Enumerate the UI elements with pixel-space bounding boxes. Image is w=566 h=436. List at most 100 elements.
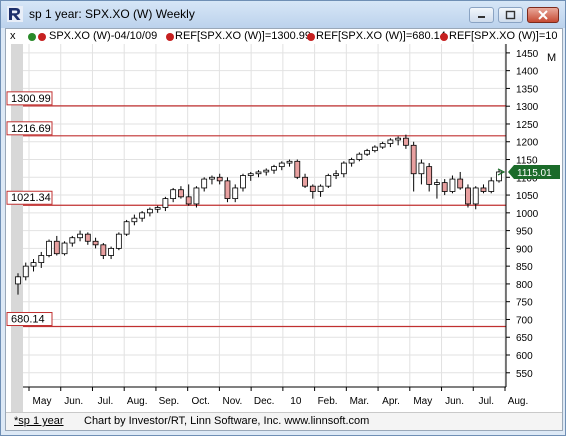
candle-up bbox=[356, 153, 363, 160]
legend-ref1[interactable]: REF[SPX.XO (W)]=1300.99 bbox=[175, 30, 312, 42]
candle-down bbox=[426, 166, 433, 185]
candle-down bbox=[410, 144, 417, 175]
candle-down bbox=[309, 185, 316, 192]
x-tick-label: Feb. bbox=[318, 396, 338, 407]
candle-up bbox=[395, 137, 402, 141]
candle-up bbox=[193, 187, 200, 205]
window-title: sp 1 year: SPX.XO (W) Weekly bbox=[29, 7, 195, 21]
candle-up bbox=[325, 175, 332, 187]
y-tick-label: 1000 bbox=[516, 209, 539, 220]
candle-up bbox=[69, 237, 76, 244]
x-tick-label: 10 bbox=[290, 396, 302, 407]
y-tick-label: 800 bbox=[516, 280, 533, 291]
price-chart[interactable]: 1300.99 1216.69 1021.34 680.14 550 600 650 700… bbox=[6, 44, 562, 412]
candle-down bbox=[224, 180, 231, 200]
price-axis: 5506006507007508008509009501000105011001… bbox=[497, 49, 560, 380]
candle-down bbox=[53, 240, 60, 255]
candle-up bbox=[38, 255, 45, 263]
candle-up bbox=[364, 150, 371, 155]
candle-up bbox=[240, 175, 246, 189]
candle-down bbox=[302, 176, 308, 187]
candle-up bbox=[123, 221, 130, 235]
reference-label: 1021.34 bbox=[11, 192, 51, 204]
candle-down bbox=[178, 189, 184, 198]
legend-ref3[interactable]: REF[SPX.XO (W)]=10 bbox=[449, 30, 558, 42]
y-tick-label: 1250 bbox=[516, 120, 539, 131]
legend-bar: x SPX.XO (W)-04/10/09 REF[SPX.XO (W)]=13… bbox=[6, 29, 562, 44]
grid-lines bbox=[23, 44, 506, 387]
candle-up bbox=[30, 262, 37, 267]
candle-up bbox=[449, 178, 456, 192]
y-tick-label: 600 bbox=[516, 351, 533, 362]
candle-up bbox=[263, 169, 270, 173]
investor-rt-icon bbox=[7, 6, 23, 22]
reference-label-box bbox=[6, 91, 53, 106]
y-tick-label: 550 bbox=[516, 369, 533, 380]
reference-label-box bbox=[6, 121, 53, 136]
title-bar[interactable]: sp 1 year: SPX.XO (W) Weekly bbox=[1, 1, 565, 28]
footer-bar: *sp 1 year Chart by Investor/RT, Linn So… bbox=[6, 412, 562, 430]
y-tick-label: 950 bbox=[516, 227, 533, 238]
candle-up bbox=[340, 162, 347, 175]
candle-up bbox=[115, 233, 122, 249]
candle-up bbox=[348, 159, 355, 164]
ref2-dot-icon bbox=[307, 33, 315, 41]
candle-up bbox=[131, 217, 138, 223]
time-axis: May Jun. Jul. Aug. Sep. Oct. Nov. Dec. 10 Feb. Mar… bbox=[28, 387, 529, 407]
candle-up bbox=[434, 182, 440, 185]
reference-label: 680.14 bbox=[11, 314, 45, 326]
last-price-tag bbox=[508, 164, 560, 179]
maximize-icon bbox=[505, 10, 516, 20]
chart-tab-link[interactable]: *sp 1 year bbox=[14, 415, 64, 427]
y-tick-label: 1150 bbox=[516, 156, 538, 167]
y-tick-label: 1450 bbox=[516, 49, 539, 60]
candle-down bbox=[465, 187, 471, 205]
last-price-label: 1115.01 bbox=[517, 168, 552, 179]
y-tick-label: 1400 bbox=[516, 67, 539, 78]
candle-up bbox=[317, 185, 324, 192]
footer-credit: Chart by Investor/RT, Linn Software, Inc… bbox=[84, 415, 370, 427]
x-tick-label: May bbox=[413, 396, 432, 407]
y-tick-label: 900 bbox=[516, 244, 533, 255]
close-button[interactable] bbox=[527, 7, 559, 23]
candle-down bbox=[480, 187, 487, 192]
candle-up bbox=[146, 208, 153, 214]
candle-up bbox=[255, 171, 262, 175]
candle-up bbox=[247, 173, 254, 176]
minimize-button[interactable] bbox=[469, 7, 494, 23]
y-tick-label: 850 bbox=[516, 262, 533, 273]
candle-up bbox=[15, 276, 21, 285]
candle-up bbox=[278, 162, 285, 168]
reference-label: 1300.99 bbox=[11, 93, 51, 105]
candle-down bbox=[216, 176, 223, 182]
candle-up bbox=[162, 198, 169, 208]
legend-dots-icon bbox=[28, 33, 46, 41]
candle-up bbox=[61, 242, 68, 255]
maximize-button[interactable] bbox=[498, 7, 523, 23]
reference-label-box bbox=[6, 312, 53, 327]
candle-up bbox=[154, 207, 161, 210]
candle-down bbox=[84, 233, 91, 242]
candle-up bbox=[496, 171, 502, 182]
y-tick-label: 1350 bbox=[516, 84, 539, 95]
legend-close-button[interactable]: x bbox=[10, 30, 16, 42]
x-tick-label: Aug. bbox=[508, 396, 529, 407]
x-tick-label: Jul. bbox=[478, 396, 494, 407]
x-tick-label: Sep. bbox=[159, 396, 180, 407]
reference-label-box bbox=[6, 190, 53, 205]
close-icon bbox=[538, 10, 548, 20]
last-price-arrow-icon bbox=[497, 168, 506, 176]
x-tick-label: Jul. bbox=[98, 396, 114, 407]
legend-series[interactable]: SPX.XO (W)-04/10/09 bbox=[49, 30, 158, 42]
y-tick-label: 700 bbox=[516, 315, 533, 326]
candle-up bbox=[170, 189, 177, 200]
axis-unit-m: M bbox=[547, 52, 556, 64]
legend-ref2[interactable]: REF[SPX.XO (W)]=680.14 bbox=[316, 30, 446, 42]
candles bbox=[15, 134, 502, 295]
candle-up bbox=[418, 162, 425, 175]
x-tick-label: Oct. bbox=[191, 396, 209, 407]
candle-up bbox=[139, 212, 146, 219]
x-tick-label: Mar. bbox=[350, 396, 369, 407]
ref3-dot-icon bbox=[440, 33, 448, 41]
